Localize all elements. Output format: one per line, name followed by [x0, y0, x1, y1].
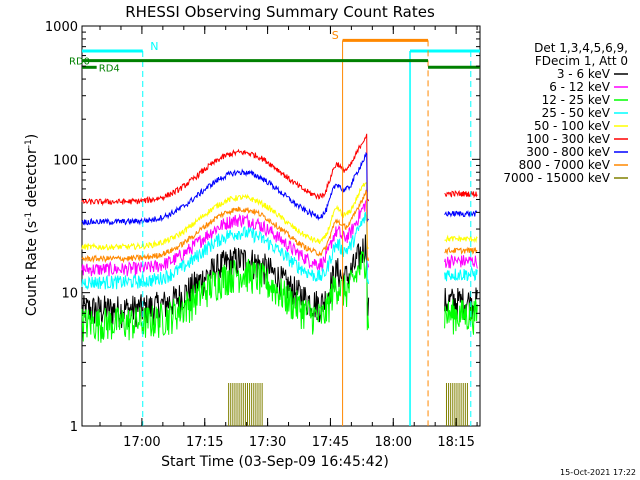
y-tick-label: 10: [61, 287, 78, 302]
series-line: [81, 181, 478, 251]
rd0-flag-label: RD0: [69, 57, 90, 68]
series-line: [81, 212, 478, 291]
timestamp: 15-Oct-2021 17:22: [560, 468, 636, 477]
legend-entry-label: 100 - 300 keV: [526, 132, 610, 146]
x-tick-label: 17:00: [123, 435, 160, 450]
chart-title: RHESSI Observing Summary Count Rates: [125, 3, 435, 21]
legend-entry-label: 25 - 50 keV: [542, 106, 611, 120]
x-tick-label: 17:30: [249, 435, 286, 450]
rd4-flag-label: RD4: [99, 63, 120, 74]
x-tick-label: 18:15: [437, 435, 474, 450]
legend-entry-label: 300 - 800 keV: [526, 145, 610, 159]
legend-header-line-1: Det 1,3,4,5,6,9,: [534, 41, 628, 55]
legend-entry-label: 6 - 12 keV: [549, 80, 611, 94]
series-line: [228, 383, 468, 426]
y-tick-label: 1: [70, 420, 78, 435]
y-tick-label: 1000: [45, 20, 78, 35]
legend: Det 1,3,4,5,6,9, FDecim 1, Att 0 3 - 6 k…: [503, 41, 628, 185]
legend-entry-label: 800 - 7000 keV: [519, 158, 611, 172]
series-line: [81, 189, 478, 264]
axes-layer: 1 10 100 1000 17:00 17:15 17:30 17:45 18:00 18:15: [45, 20, 480, 450]
flags-layer: N S RD0 RD4: [69, 29, 480, 426]
legend-entry-label: 3 - 6 keV: [557, 67, 611, 81]
x-axis-label: Start Time (03-Sep-09 16:45:42): [161, 454, 389, 470]
saa-flag-label: S: [332, 29, 339, 42]
y-axis-label: Count Rate (s-1 detector-1): [24, 134, 40, 316]
series-line: [81, 151, 478, 226]
legend-header-line-2: FDecim 1, Att 0: [535, 54, 628, 68]
series-line: [81, 199, 478, 277]
plot-frame: [81, 25, 481, 427]
night-flag-label: N: [150, 40, 158, 53]
x-tick-label: 17:15: [186, 435, 223, 450]
legend-entry-label: 7000 - 15000 keV: [503, 171, 610, 185]
x-tick-label: 17:45: [312, 435, 349, 450]
series-line: [81, 250, 478, 343]
svg-text:Count Rate (s-1 detector-1): Count Rate (s-1 detector-1): [24, 134, 40, 316]
y-tick-label: 100: [53, 153, 78, 168]
legend-entry-label: 50 - 100 keV: [534, 119, 611, 133]
series-layer: [81, 133, 478, 426]
x-tick-label: 18:00: [375, 435, 412, 450]
legend-entry-label: 12 - 25 keV: [542, 93, 611, 107]
plot-area: [81, 25, 481, 427]
series-line: [81, 133, 478, 207]
